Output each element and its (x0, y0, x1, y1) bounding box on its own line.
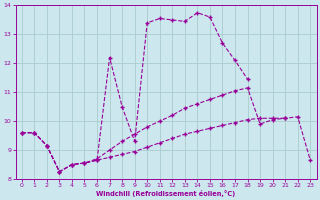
X-axis label: Windchill (Refroidissement éolien,°C): Windchill (Refroidissement éolien,°C) (96, 190, 236, 197)
